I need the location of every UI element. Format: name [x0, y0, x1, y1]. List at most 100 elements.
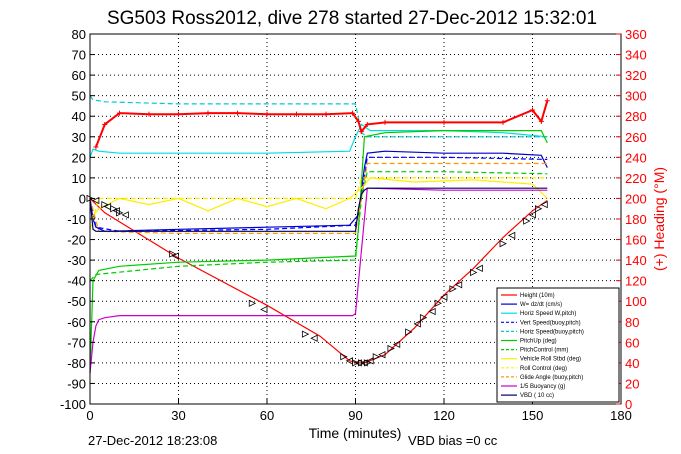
y2-tick-label: 280: [625, 109, 647, 124]
legend-entry: VBD ( 10 cc): [520, 393, 554, 399]
heading-point: [500, 119, 506, 125]
height-marker: [449, 285, 457, 293]
height-marker: [310, 334, 318, 342]
heading-point: [538, 118, 544, 124]
height-marker: [540, 200, 548, 209]
y2-tick-label: 300: [625, 89, 647, 104]
height-marker: [171, 252, 179, 260]
y2-tick-label: 340: [625, 48, 647, 63]
y-axis-left: 80 70 60 50 40 30 20 10 0 -10 -20 -30 -40 -50 -60 -70 -8…: [60, 27, 95, 412]
height-marker: [340, 353, 348, 361]
y-tick-label: -90: [67, 376, 86, 391]
heading-point: [323, 111, 329, 117]
y2-tick-label: 240: [625, 150, 647, 165]
heading-point: [350, 110, 356, 116]
legend-box: [496, 287, 620, 403]
y2-tick-label: 260: [625, 130, 647, 145]
x-tick-label: 30: [171, 408, 185, 423]
height-marker: [357, 359, 366, 367]
footer-timestamp: 27-Dec-2012 18:23:08: [88, 433, 217, 448]
y-tick-label: 20: [72, 150, 86, 165]
heading-point: [294, 111, 299, 117]
y2-tick-label: 100: [625, 294, 647, 309]
legend-entry: Glide Angle (buoy,pitch): [520, 375, 583, 381]
y-tick-label: -70: [67, 335, 86, 350]
y2-tick-label: 160: [625, 233, 647, 248]
x-tick-label: 150: [522, 408, 544, 423]
y2-tick-label: 60: [625, 335, 639, 350]
height-marker: [434, 299, 442, 307]
height-marker: [92, 196, 100, 205]
y-tick-label: -10: [67, 212, 86, 227]
height-marker: [470, 268, 478, 277]
legend-entry: Vehicle Roll Stbd (deg): [520, 357, 581, 363]
y-tick-label: -20: [67, 233, 86, 248]
y-axis-right: 3603403203002802602402202001801601401201…: [616, 27, 647, 412]
height-marker: [248, 299, 257, 307]
height-marker: [301, 330, 310, 338]
y-tick-label: -80: [67, 356, 86, 371]
y2-tick-label: 0: [625, 397, 632, 412]
series-vert-speed-buoy-pitch: [89, 156, 548, 232]
height-marker: [528, 211, 536, 219]
x-tick-label: 180: [610, 408, 632, 423]
series-vehicle-roll-stbd-deg: [89, 177, 548, 220]
heading-point: [355, 118, 361, 124]
y2-tick-label: 360: [625, 27, 647, 42]
height-marker: [419, 314, 428, 322]
height-marker: [387, 344, 395, 353]
footer-vbd-bias: VBD bias =0 cc: [408, 433, 498, 448]
x-tick-label: 0: [86, 408, 93, 423]
height-marker: [499, 240, 507, 248]
height-marker: [392, 340, 401, 349]
x-axis: 0 30 60 90 120 150 180: [86, 399, 632, 423]
series-vbd-10-cc: [89, 187, 548, 232]
heading-point: [146, 111, 152, 117]
height-marker: [110, 205, 118, 213]
height-marker: [440, 293, 448, 301]
legend-entry: PitchControl (mm): [520, 348, 568, 354]
y-tick-label: -50: [67, 294, 86, 309]
y-tick-label: 0: [79, 191, 86, 206]
heading-point: [358, 129, 364, 135]
height-marker: [378, 351, 386, 359]
height-marker: [428, 307, 436, 316]
y-tick-label: -40: [67, 274, 86, 289]
y-tick-label: 30: [72, 130, 86, 145]
height-marker: [475, 264, 483, 272]
series-glide-angle-buoy-pitch: [89, 162, 548, 234]
y2-axis-label: (+) Heading (°M): [651, 167, 667, 271]
y-tick-label: 40: [72, 109, 86, 124]
y-tick-label: 10: [72, 171, 86, 186]
y2-tick-label: 320: [625, 68, 647, 83]
series-roll-control-deg: [89, 177, 548, 230]
heading-point: [544, 98, 550, 104]
y2-tick-label: 20: [625, 376, 639, 391]
legend-entry: Height (10m): [520, 293, 555, 299]
series-pitchup-deg: [89, 130, 548, 374]
legend: Height (10m) W= dz/dt (cm/s) Horiz Speed W…: [496, 287, 620, 403]
heading-point: [117, 110, 122, 116]
height-marker: [523, 217, 531, 225]
y2-tick-label: 140: [625, 253, 647, 268]
x-tick-label: 60: [260, 408, 274, 423]
heading-point: [176, 111, 181, 117]
legend-entry: Horiz Speed W,pitch): [520, 311, 576, 317]
y2-tick-label: 120: [625, 274, 647, 289]
x-axis-label: Time (minutes): [309, 425, 402, 441]
heading-point: [102, 121, 108, 127]
height-marker: [372, 353, 381, 361]
legend-entry: Horiz Speed(buoy,pitch): [520, 329, 584, 335]
y-tick-label: 60: [72, 68, 86, 83]
height-marker: [121, 211, 129, 219]
legend-entry: PitchUp (deg): [520, 339, 557, 345]
y2-tick-label: 200: [625, 191, 647, 206]
height-marker: [507, 231, 516, 240]
height-marker: [169, 250, 177, 258]
height-marker: [535, 205, 543, 213]
heading-point: [235, 110, 240, 116]
y2-tick-label: 40: [625, 356, 639, 371]
heading-point: [264, 111, 270, 117]
series-w-dz-dt-cm-s: [89, 150, 548, 232]
